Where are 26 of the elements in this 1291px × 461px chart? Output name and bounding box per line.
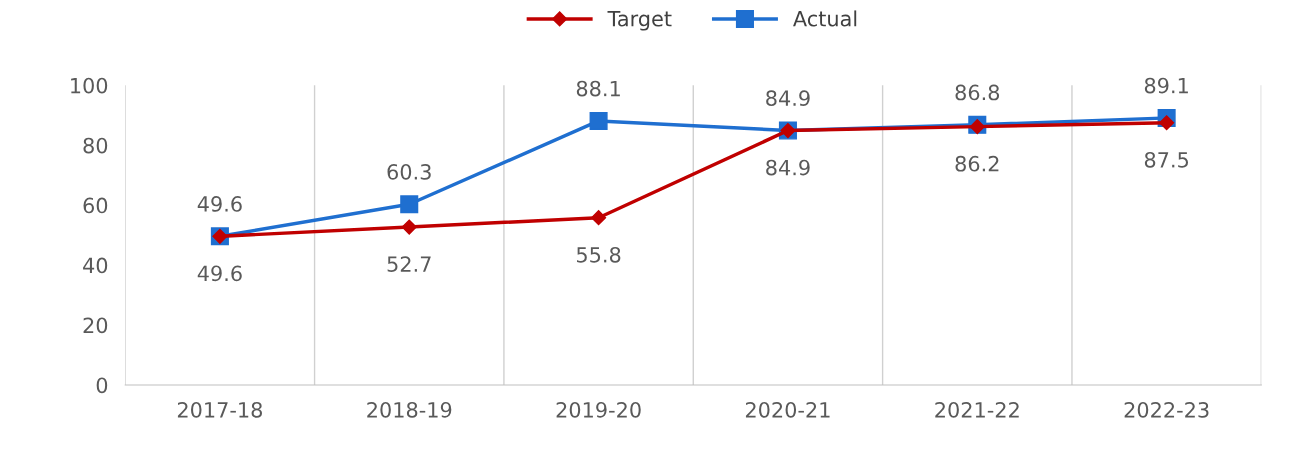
data-label: 60.3 — [387, 163, 431, 180]
data-label: 49.6 — [197, 196, 242, 212]
data-label: 55.8 — [577, 246, 621, 263]
y-tick-label: 40 — [83, 257, 108, 274]
x-tick-label: 2017-18 — [177, 401, 262, 418]
y-tick-label: 60 — [83, 197, 108, 214]
data-label: 84.9 — [766, 159, 810, 176]
data-label: 52.7 — [387, 256, 431, 272]
data-label: 87.5 — [1144, 151, 1189, 168]
data-label: 86.2 — [955, 155, 999, 172]
data-label: 84.9 — [766, 90, 810, 107]
data-label: 89.1 — [1144, 77, 1188, 94]
x-tick-label: 2022-23 — [1124, 401, 1209, 418]
x-tick-label: 2018-19 — [367, 401, 452, 418]
data-label: 86.8 — [955, 84, 1000, 101]
data-label: 88.1 — [576, 80, 620, 97]
x-tick-label: 2020-21 — [745, 401, 830, 418]
x-tick-label: 2019-20 — [556, 401, 641, 418]
y-tick-label: 100 — [71, 77, 108, 94]
x-tick-label: 2021-22 — [935, 401, 1019, 418]
legend-label: Actual — [793, 10, 857, 27]
y-tick-label: 0 — [96, 377, 108, 394]
data-label: 49.6 — [197, 265, 242, 282]
y-tick-label: 20 — [83, 317, 108, 334]
y-tick-label: 80 — [83, 137, 108, 154]
legend-label: Target — [607, 11, 672, 31]
